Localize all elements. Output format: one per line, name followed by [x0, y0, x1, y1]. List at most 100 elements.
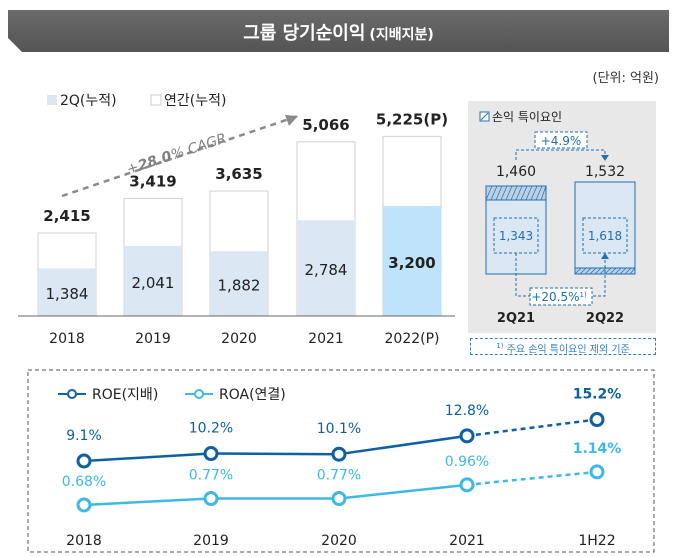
point-roa-1H22 — [589, 464, 605, 480]
inset-hatch-line — [505, 185, 513, 201]
inset-total-label-2Q21: 1,460 — [496, 164, 536, 180]
legend-swatch-annual — [150, 94, 162, 106]
point-label-roe-2020: 10.1% — [317, 421, 361, 437]
cagr-label-part: 28.0 — [136, 148, 174, 174]
bar-2q-2022(P) — [383, 205, 441, 316]
bar-2q-2021 — [297, 220, 355, 316]
point-roa-2021 — [459, 477, 475, 493]
bar-label-annual-2021: 5,066 — [302, 116, 349, 134]
bar-2q-2018 — [38, 268, 96, 316]
inset-hatch-line — [609, 267, 617, 275]
cagr-arrow — [61, 114, 299, 198]
point-roe-2021 — [459, 428, 475, 444]
inset-hatch-line — [520, 185, 528, 201]
point-roe-2018 — [76, 453, 92, 469]
point-label-roe-1H22: 15.2% — [573, 387, 622, 403]
inset-hatch-line — [619, 267, 627, 275]
line-x-tick-1H22: 1H22 — [578, 533, 615, 549]
inset-hatch-line — [599, 267, 607, 275]
inset-hatch-line — [495, 185, 503, 201]
inset-adjusted-label-2Q21: 1,343 — [499, 229, 533, 243]
cagr-arrow-head — [285, 115, 298, 126]
point-label-roe-2021: 12.8% — [445, 403, 489, 419]
legend-label-roe: ROE(지배) — [92, 387, 158, 403]
inset-growth-adjusted-sup: 1) — [580, 291, 587, 299]
legend-marker-roa — [194, 389, 204, 399]
line-segment-roe — [466, 418, 598, 438]
page-subtitle: (지배지분) — [369, 27, 434, 43]
unit-label: (단위: 억원) — [592, 71, 660, 86]
inset-growth-adjusted-arrow — [601, 253, 609, 259]
inset-hatch-line — [614, 267, 622, 275]
point-label-roa-2019: 0.77% — [189, 468, 233, 484]
inset-footnote: 1) 주요 손익 특이요인 제외 기준 — [470, 338, 656, 355]
x-tick-2018: 2018 — [49, 331, 85, 347]
bar-2q-2020 — [210, 251, 268, 316]
point-label-roa-2018: 0.68% — [62, 474, 106, 490]
inset-x-tick-2Q21: 2Q21 — [497, 311, 535, 326]
bar-label-annual-2019: 3,419 — [129, 172, 176, 190]
legend-label-annual: 연간(누적) — [164, 93, 226, 109]
inset-growth-adjusted-box — [529, 287, 593, 306]
inset-legend-swatch-hatch — [480, 112, 489, 121]
cagr-label-part: % CAGR — [169, 131, 229, 164]
inset-hatch-line — [579, 267, 587, 275]
inset-hatch-line — [540, 185, 547, 201]
line-x-tick-2020: 2020 — [321, 533, 357, 549]
title-banner: 그룹 당기순이익 (지배지분) — [8, 10, 669, 52]
point-roe-2019 — [203, 446, 219, 462]
inset-hatch-line — [510, 185, 518, 201]
cagr-label-part: + — [125, 159, 141, 178]
page-title: 그룹 당기순이익 (지배지분) — [243, 23, 434, 44]
bar-label-2q-2021: 2,784 — [305, 261, 348, 279]
point-label-roa-2020: 0.77% — [317, 468, 361, 484]
inset-hatch-line — [624, 267, 632, 275]
inset-hatch-line — [629, 267, 636, 275]
x-tick-2022(P): 2022(P) — [385, 331, 440, 347]
x-tick-2021: 2021 — [308, 331, 344, 347]
inset-hatch-line — [604, 267, 612, 275]
point-roa-2018 — [76, 497, 92, 513]
bar-2q-2019 — [124, 245, 182, 316]
inset-legend-label: 손익 특이요인 — [492, 110, 562, 124]
inset-total-label-2Q22: 1,532 — [585, 164, 625, 180]
inset-hatch-line — [500, 185, 508, 201]
bar-label-annual-2022(P): 5,225(P) — [376, 110, 448, 128]
point-roe-1H22 — [589, 412, 605, 428]
inset-adjusted-label-2Q22: 1,618 — [588, 229, 622, 243]
point-label-roa-1H22: 1.14% — [573, 441, 622, 457]
inset-hatch-line — [584, 267, 592, 275]
legend-label-roa: ROA(연결) — [219, 387, 286, 403]
line-segment-roa — [466, 470, 598, 487]
legend-marker-roe — [67, 389, 77, 399]
line-x-tick-2019: 2019 — [193, 533, 229, 549]
inset-growth-total-line — [515, 149, 606, 160]
point-label-roe-2019: 10.2% — [189, 421, 233, 437]
inset-hatch-line — [535, 185, 543, 201]
bar-label-2q-2018: 1,384 — [46, 285, 89, 303]
inset-hatch-line — [589, 267, 597, 275]
point-label-roa-2021: 0.96% — [445, 454, 489, 470]
line-segment-roe — [210, 452, 340, 456]
point-roa-2020 — [331, 491, 347, 507]
bar-label-annual-2018: 2,415 — [43, 207, 90, 225]
point-roa-2019 — [203, 491, 219, 507]
x-tick-2020: 2020 — [221, 331, 257, 347]
cagr-arrow-line — [61, 114, 299, 198]
inset-hatch-line — [490, 185, 498, 201]
line-x-tick-2018: 2018 — [66, 533, 102, 549]
line-segment-roe — [338, 434, 468, 456]
inset-hatch-line — [525, 185, 533, 201]
x-tick-2019: 2019 — [135, 331, 171, 347]
ratio-panel — [27, 369, 655, 553]
point-label-roe-2018: 9.1% — [66, 428, 102, 444]
inset-hatch-line — [574, 267, 582, 275]
legend-label-2q: 2Q(누적) — [60, 93, 117, 109]
bar-label-2q-2022(P): 3,200 — [388, 254, 435, 272]
inset-growth-total-arrow — [601, 155, 609, 161]
line-segment-roa — [83, 497, 212, 507]
inset-growth-total-label: +4.9% — [541, 134, 582, 148]
inset-hatch-line — [530, 185, 538, 201]
line-segment-roe — [83, 452, 212, 463]
bar-label-2q-2019: 2,041 — [132, 274, 175, 292]
